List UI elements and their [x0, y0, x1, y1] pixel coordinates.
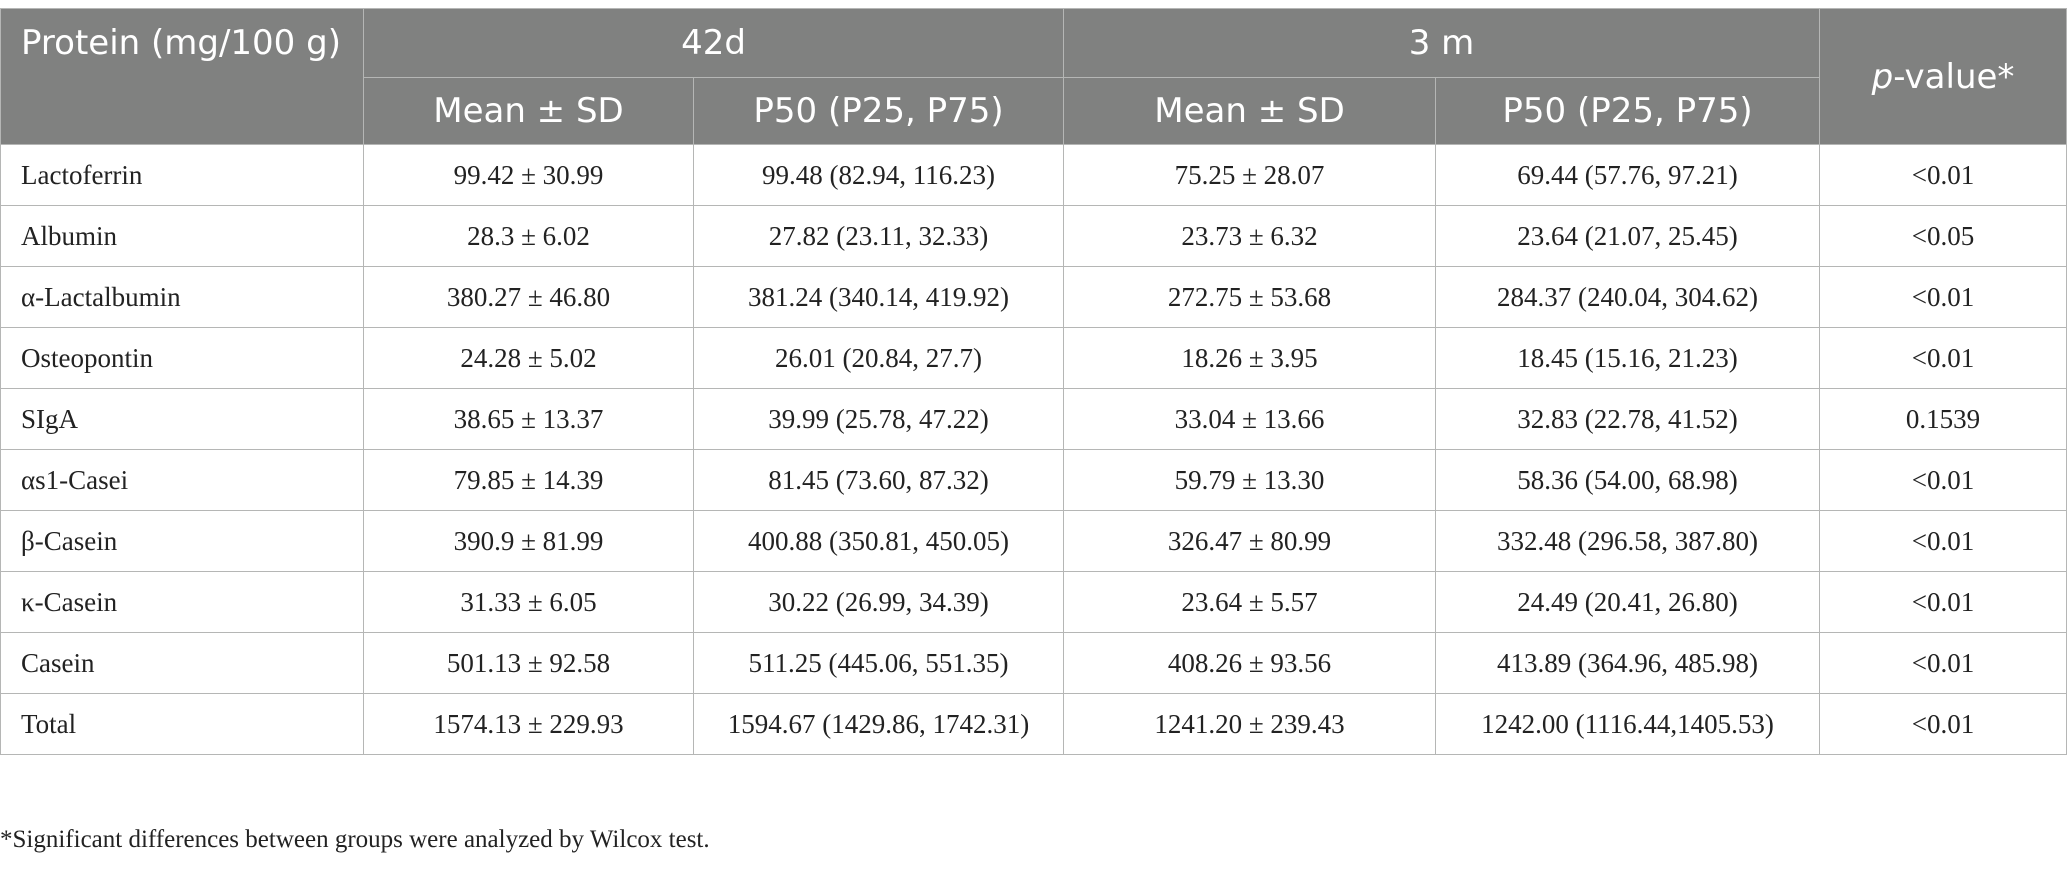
table-row: Lactoferrin 99.42 ± 30.99 99.48 (82.94, 11… — [0, 144, 2067, 206]
protein-table: Protein (mg/100 g) 42d 3 m p-value* Mean… — [0, 8, 2067, 755]
header-3m-mean-sd: Mean ± SD — [1063, 77, 1437, 145]
cell-42d-p50: 1594.67 (1429.86, 1742.31) — [692, 693, 1065, 755]
cell-3m-p50: 23.64 (21.07, 25.45) — [1435, 205, 1821, 267]
table-row: Casein 501.13 ± 92.58 511.25 (445.06, 551.… — [0, 632, 2067, 694]
cell-3m-p50: 413.89 (364.96, 485.98) — [1435, 632, 1821, 694]
cell-3m-mean-sd: 326.47 ± 80.99 — [1063, 510, 1437, 572]
header-pvalue-rest: -value* — [1893, 56, 2015, 97]
cell-42d-mean-sd: 79.85 ± 14.39 — [363, 449, 694, 511]
header-42d-p50: P50 (P25, P75) — [692, 77, 1065, 145]
cell-42d-mean-sd: 380.27 ± 46.80 — [363, 266, 694, 328]
cell-3m-mean-sd: 59.79 ± 13.30 — [1063, 449, 1437, 511]
cell-3m-p50: 284.37 (240.04, 304.62) — [1435, 266, 1821, 328]
cell-42d-mean-sd: 390.9 ± 81.99 — [363, 510, 694, 572]
cell-protein: α-Lactalbumin — [0, 266, 364, 328]
table-row: SIgA 38.65 ± 13.37 39.99 (25.78, 47.22) 33.… — [0, 388, 2067, 450]
cell-3m-mean-sd: 18.26 ± 3.95 — [1063, 327, 1437, 389]
cell-pvalue: <0.01 — [1819, 510, 2067, 572]
cell-42d-mean-sd: 38.65 ± 13.37 — [363, 388, 694, 450]
table-row: αs1-Casei 79.85 ± 14.39 81.45 (73.60, 87.3… — [0, 449, 2067, 511]
cell-protein: αs1-Casei — [0, 449, 364, 511]
cell-3m-mean-sd: 75.25 ± 28.07 — [1063, 144, 1437, 206]
table-row: α-Lactalbumin 380.27 ± 46.80 381.24 (340.1… — [0, 266, 2067, 328]
footnote: *Significant differences between groups … — [0, 826, 710, 853]
header-3m-p50: P50 (P25, P75) — [1435, 77, 1821, 145]
cell-protein: β-Casein — [0, 510, 364, 572]
table-row: Albumin 28.3 ± 6.02 27.82 (23.11, 32.33) 23… — [0, 205, 2067, 267]
cell-3m-p50: 32.83 (22.78, 41.52) — [1435, 388, 1821, 450]
table-body: Lactoferrin 99.42 ± 30.99 99.48 (82.94, 11… — [0, 144, 2067, 755]
cell-protein: Albumin — [0, 205, 364, 267]
cell-42d-p50: 27.82 (23.11, 32.33) — [692, 205, 1065, 267]
cell-42d-p50: 39.99 (25.78, 47.22) — [692, 388, 1065, 450]
cell-3m-p50: 69.44 (57.76, 97.21) — [1435, 144, 1821, 206]
cell-42d-mean-sd: 99.42 ± 30.99 — [363, 144, 694, 206]
header-protein: Protein (mg/100 g) — [0, 8, 364, 145]
cell-pvalue: <0.01 — [1819, 327, 2067, 389]
cell-3m-p50: 24.49 (20.41, 26.80) — [1435, 571, 1821, 633]
cell-42d-mean-sd: 24.28 ± 5.02 — [363, 327, 694, 389]
table-row: Osteopontin 24.28 ± 5.02 26.01 (20.84, 27.… — [0, 327, 2067, 389]
cell-42d-p50: 381.24 (340.14, 419.92) — [692, 266, 1065, 328]
cell-pvalue: <0.05 — [1819, 205, 2067, 267]
cell-pvalue: <0.01 — [1819, 693, 2067, 755]
cell-pvalue: <0.01 — [1819, 144, 2067, 206]
cell-42d-p50: 99.48 (82.94, 116.23) — [692, 144, 1065, 206]
table-row: κ-Casein 31.33 ± 6.05 30.22 (26.99, 34.39)… — [0, 571, 2067, 633]
cell-42d-p50: 81.45 (73.60, 87.32) — [692, 449, 1065, 511]
cell-42d-mean-sd: 501.13 ± 92.58 — [363, 632, 694, 694]
header-pvalue: p-value* — [1819, 8, 2067, 145]
cell-3m-mean-sd: 272.75 ± 53.68 — [1063, 266, 1437, 328]
cell-3m-mean-sd: 23.73 ± 6.32 — [1063, 205, 1437, 267]
cell-pvalue: <0.01 — [1819, 571, 2067, 633]
cell-3m-p50: 18.45 (15.16, 21.23) — [1435, 327, 1821, 389]
cell-protein: Osteopontin — [0, 327, 364, 389]
cell-42d-mean-sd: 28.3 ± 6.02 — [363, 205, 694, 267]
header-pvalue-italic: p — [1871, 56, 1894, 97]
header-42d-mean-sd: Mean ± SD — [363, 77, 694, 145]
protein-table-wrapper: Protein (mg/100 g) 42d 3 m p-value* Mean… — [0, 8, 2067, 755]
cell-protein: SIgA — [0, 388, 364, 450]
cell-42d-p50: 30.22 (26.99, 34.39) — [692, 571, 1065, 633]
header-group-42d: 42d — [362, 8, 1065, 78]
cell-3m-mean-sd: 33.04 ± 13.66 — [1063, 388, 1437, 450]
cell-pvalue: <0.01 — [1819, 632, 2067, 694]
table-row: β-Casein 390.9 ± 81.99 400.88 (350.81, 450… — [0, 510, 2067, 572]
cell-42d-mean-sd: 31.33 ± 6.05 — [363, 571, 694, 633]
header-group-3m: 3 m — [1063, 8, 1821, 78]
cell-42d-p50: 400.88 (350.81, 450.05) — [692, 510, 1065, 572]
cell-protein: κ-Casein — [0, 571, 364, 633]
cell-3m-p50: 58.36 (54.00, 68.98) — [1435, 449, 1821, 511]
cell-protein: Casein — [0, 632, 364, 694]
cell-42d-p50: 26.01 (20.84, 27.7) — [692, 327, 1065, 389]
cell-3m-mean-sd: 408.26 ± 93.56 — [1063, 632, 1437, 694]
cell-protein: Total — [0, 693, 364, 755]
cell-pvalue: <0.01 — [1819, 266, 2067, 328]
cell-3m-p50: 1242.00 (1116.44,1405.53) — [1435, 693, 1821, 755]
cell-42d-mean-sd: 1574.13 ± 229.93 — [363, 693, 694, 755]
cell-pvalue: 0.1539 — [1819, 388, 2067, 450]
cell-pvalue: <0.01 — [1819, 449, 2067, 511]
cell-3m-mean-sd: 1241.20 ± 239.43 — [1063, 693, 1437, 755]
cell-3m-mean-sd: 23.64 ± 5.57 — [1063, 571, 1437, 633]
cell-42d-p50: 511.25 (445.06, 551.35) — [692, 632, 1065, 694]
cell-protein: Lactoferrin — [0, 144, 364, 206]
cell-3m-p50: 332.48 (296.58, 387.80) — [1435, 510, 1821, 572]
table-row: Total 1574.13 ± 229.93 1594.67 (1429.86, 1… — [0, 693, 2067, 755]
